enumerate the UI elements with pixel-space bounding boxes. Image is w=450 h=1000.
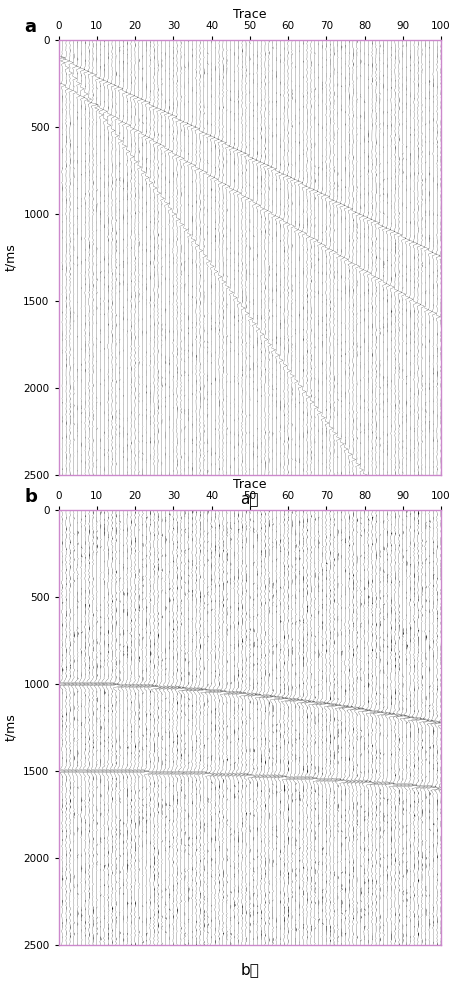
Text: b: b — [24, 488, 37, 506]
X-axis label: Trace: Trace — [233, 478, 266, 491]
Y-axis label: t/ms: t/ms — [4, 714, 18, 741]
Y-axis label: t/ms: t/ms — [4, 244, 18, 271]
X-axis label: Trace: Trace — [233, 8, 266, 21]
Text: b、: b、 — [240, 962, 259, 977]
Text: a、: a、 — [240, 492, 259, 507]
Text: a: a — [24, 18, 36, 36]
